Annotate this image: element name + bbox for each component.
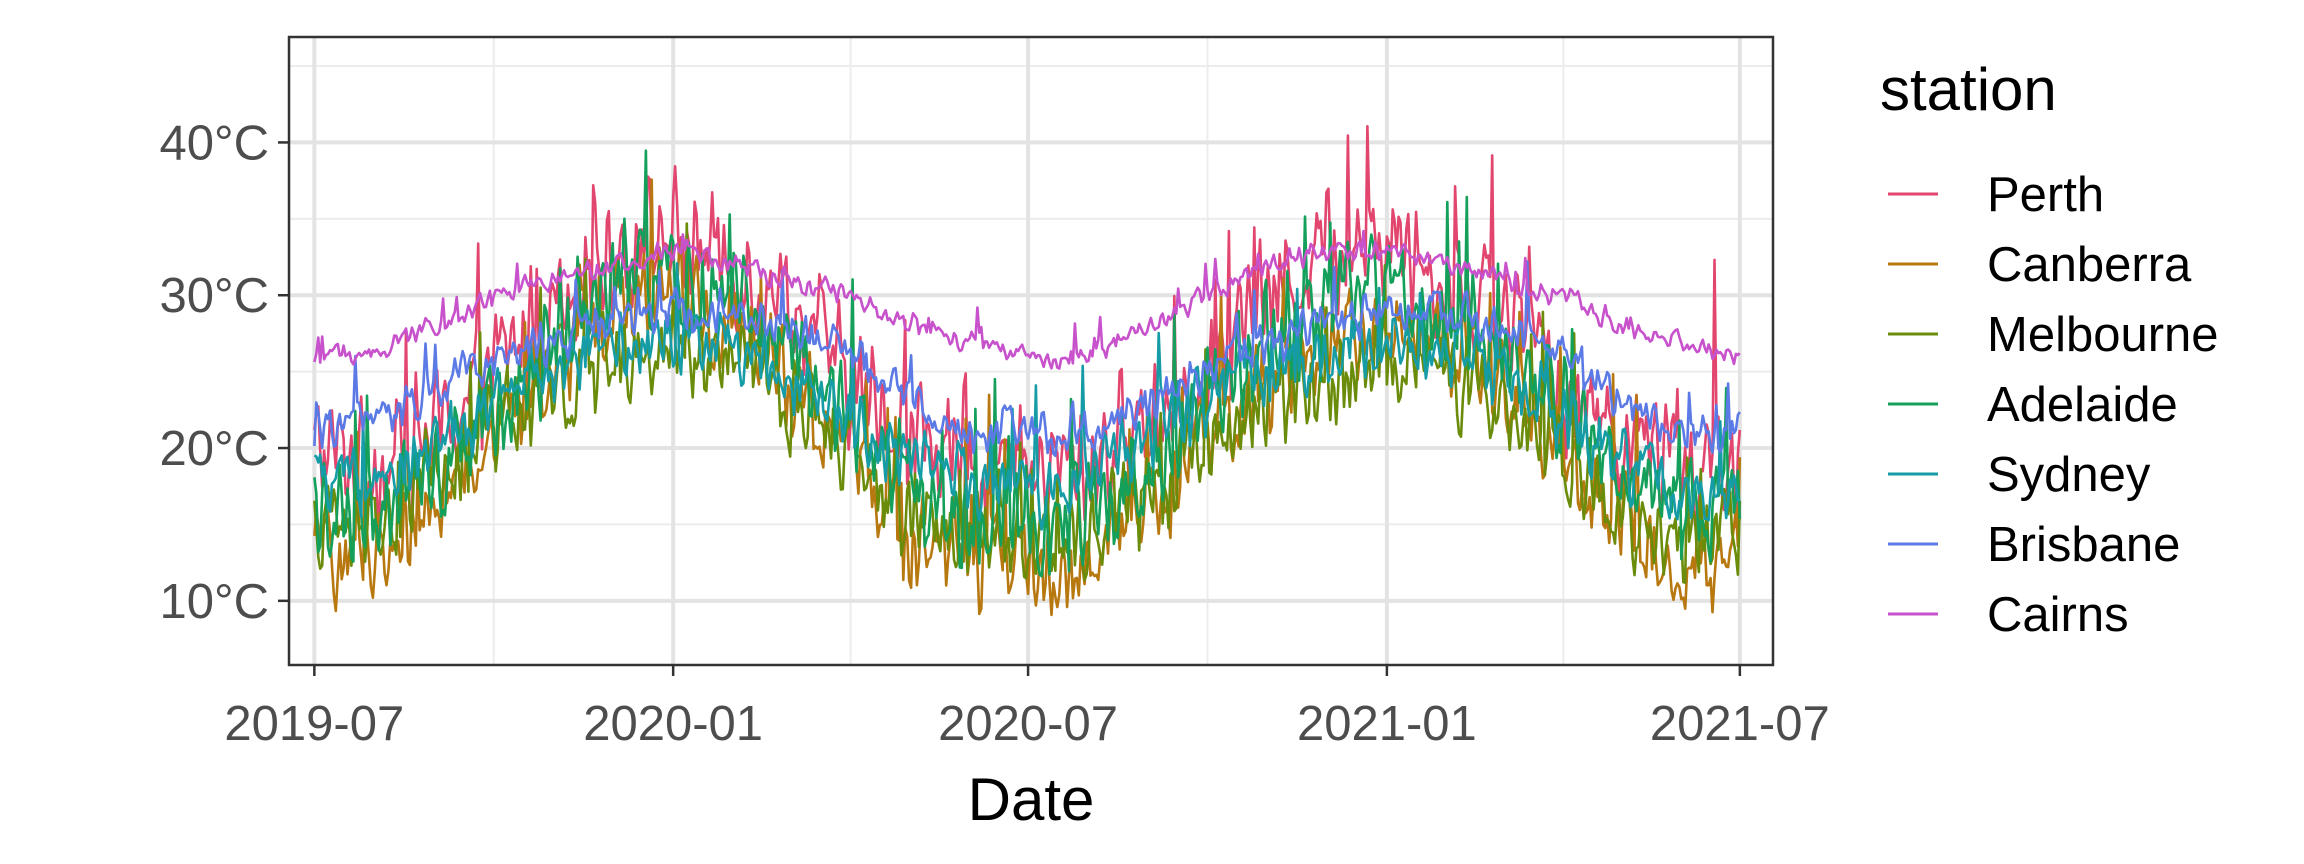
- series-line-adelaide: [313, 149, 1742, 578]
- y-tick-label: 20°C: [160, 422, 269, 476]
- legend-label-sydney: Sydney: [1987, 448, 2151, 502]
- x-tick-label: 2020-01: [583, 697, 763, 751]
- x-tick-label: 2021-07: [1650, 697, 1830, 751]
- legend: station Perth Canberra Melbourne Adelaide Sy…: [1880, 56, 2219, 642]
- x-tick-label: 2021-01: [1297, 697, 1477, 751]
- x-tick-label: 2019-07: [224, 697, 404, 751]
- legend-title: station: [1880, 56, 2057, 123]
- y-tick-label: 30°C: [160, 269, 269, 323]
- legend-label-melbourne: Melbourne: [1987, 308, 2219, 362]
- legend-label-perth: Perth: [1987, 168, 2104, 222]
- legend-label-canberra: Canberra: [1987, 238, 2192, 292]
- y-tick-label: 40°C: [160, 116, 269, 170]
- x-axis-title: Date: [968, 766, 1095, 833]
- x-tick-label: 2020-07: [938, 697, 1118, 751]
- x-axis: 2019-07 2020-01 2020-07 2021-01 2021-07: [224, 665, 1830, 751]
- series-line-brisbane: [313, 260, 1741, 458]
- series-line-sydney: [313, 261, 1741, 531]
- plot-panel-border: [287, 35, 1775, 667]
- series-line-cairns: [313, 229, 1741, 370]
- legend-label-brisbane: Brisbane: [1987, 518, 2180, 572]
- series-lines: [313, 125, 1742, 617]
- y-axis: 10°C 20°C 30°C 40°C: [160, 116, 289, 629]
- legend-label-adelaide: Adelaide: [1987, 378, 2178, 432]
- legend-label-cairns: Cairns: [1987, 588, 2129, 642]
- y-tick-label: 10°C: [160, 575, 269, 629]
